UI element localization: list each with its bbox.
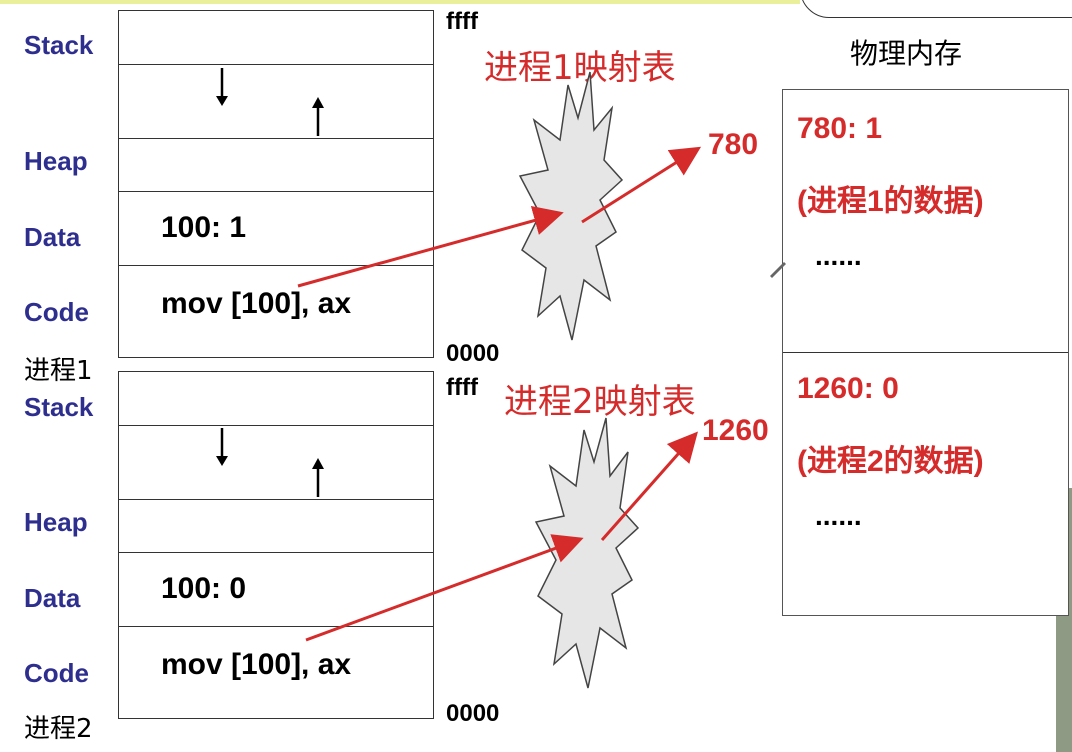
physical-block2-line2: (进程2的数据)	[797, 445, 984, 478]
process2-map-explosion	[534, 417, 640, 689]
process1-code-label: Code	[24, 297, 89, 327]
process2-heap-label: Heap	[24, 507, 88, 537]
process2-stack-label: Stack	[24, 392, 94, 422]
process1-low-address: 0000	[446, 340, 500, 367]
process2-high-address: ffff	[446, 374, 478, 401]
physical-block2-line1: 1260: 0	[797, 372, 899, 405]
row-divider	[119, 499, 433, 500]
physical-memory-box: 780: 1 (进程1的数据) ...... 1260: 0 (进程2的数据) …	[782, 89, 1069, 616]
process1-physical-target: 780	[708, 128, 759, 161]
row-divider	[119, 552, 433, 553]
process2-code-cell: mov [100], ax	[161, 648, 352, 681]
row-divider	[119, 626, 433, 627]
process2-map-to-physical-arrow	[600, 431, 698, 541]
process1-stack-label: Stack	[24, 30, 94, 60]
process2-data-label: Data	[24, 583, 81, 613]
process2-physical-target: 1260	[702, 414, 769, 447]
top-edge-decoration	[0, 0, 800, 4]
process2-name: 进程2	[24, 714, 93, 744]
process2-map-title: 进程2映射表	[504, 382, 696, 422]
process2-address-space: 100: 0 mov [100], ax	[118, 371, 434, 719]
physical-block1-ellipsis: ......	[815, 240, 862, 271]
row-divider	[119, 64, 433, 65]
row-divider	[119, 425, 433, 426]
physical-memory-title: 物理内存	[850, 37, 963, 70]
slide-title-fragment-text	[950, 0, 958, 16]
process2-low-address: 0000	[446, 700, 500, 727]
process1-map-to-physical-arrow	[581, 146, 702, 224]
process2-data-cell: 100: 0	[161, 572, 247, 605]
process1-code-cell: mov [100], ax	[161, 287, 352, 320]
process1-name: 进程1	[24, 356, 93, 386]
process2-code-label: Code	[24, 658, 89, 688]
process1-address-space: 100: 1 mov [100], ax	[118, 10, 434, 358]
process1-map-explosion	[518, 71, 624, 341]
slide-title-fragment	[800, 0, 1072, 18]
process1-data-label: Data	[24, 222, 81, 252]
process1-data-cell: 100: 1	[161, 211, 247, 244]
row-divider	[119, 265, 433, 266]
physical-block2-ellipsis: ......	[815, 500, 862, 531]
row-divider	[783, 352, 1068, 353]
physical-block1-line2: (进程1的数据)	[797, 185, 984, 218]
row-divider	[119, 191, 433, 192]
process1-high-address: ffff	[446, 8, 478, 35]
process1-map-title: 进程1映射表	[484, 48, 676, 88]
physical-block1-line1: 780: 1	[797, 112, 883, 145]
process1-heap-label: Heap	[24, 146, 88, 176]
row-divider	[119, 138, 433, 139]
